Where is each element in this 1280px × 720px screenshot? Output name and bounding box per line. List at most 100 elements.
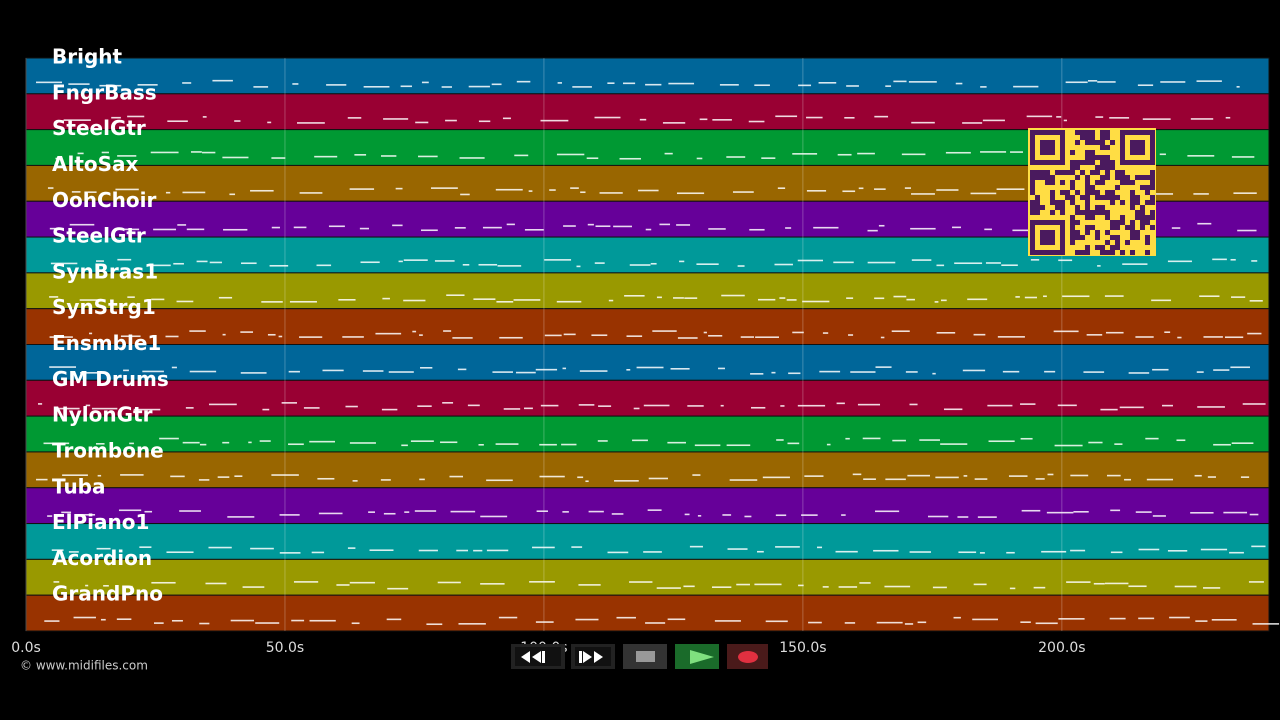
note — [1162, 404, 1173, 407]
note — [619, 157, 641, 160]
note — [359, 227, 369, 230]
note — [395, 187, 403, 190]
note — [677, 337, 698, 339]
play-button[interactable] — [675, 644, 719, 669]
stop-button[interactable] — [623, 644, 667, 669]
note — [748, 120, 765, 123]
note — [540, 119, 569, 122]
note — [591, 334, 608, 337]
qr-module — [1110, 165, 1115, 170]
qr-module — [1115, 235, 1120, 240]
qr-code — [1028, 128, 1156, 256]
qr-module — [1050, 200, 1055, 205]
note — [754, 84, 770, 87]
note — [478, 263, 498, 266]
note — [607, 82, 615, 84]
note — [77, 513, 96, 516]
note — [59, 407, 80, 410]
note — [124, 585, 133, 588]
note — [165, 335, 179, 338]
note — [189, 370, 217, 373]
qr-module — [1035, 200, 1040, 205]
record-button[interactable] — [727, 644, 768, 669]
qr-module — [1135, 145, 1140, 150]
track-band — [25, 523, 1270, 560]
note — [639, 118, 647, 121]
note — [1119, 406, 1144, 409]
note — [421, 81, 429, 84]
note — [1035, 478, 1045, 480]
qr-module — [1040, 140, 1045, 145]
qr-module — [1035, 210, 1040, 215]
qr-module — [1135, 195, 1140, 200]
note — [91, 407, 118, 410]
qr-module — [1095, 195, 1100, 200]
qr-module — [1055, 200, 1060, 205]
note — [442, 402, 454, 404]
note — [480, 515, 508, 518]
note — [684, 513, 690, 516]
note — [980, 151, 1007, 153]
qr-module — [1150, 155, 1155, 160]
note — [792, 153, 818, 155]
note — [133, 408, 161, 411]
note — [838, 586, 858, 588]
qr-module — [1060, 210, 1065, 215]
qr-module — [1100, 160, 1105, 165]
qr-module — [1150, 135, 1155, 140]
note — [1137, 84, 1154, 87]
note — [497, 265, 522, 267]
note — [904, 187, 911, 189]
qr-module — [1045, 145, 1050, 150]
note — [240, 331, 254, 333]
note — [1104, 582, 1129, 585]
note — [643, 404, 670, 407]
note — [529, 581, 555, 583]
note — [1171, 227, 1181, 229]
qr-module — [1140, 185, 1145, 190]
note — [905, 371, 918, 373]
note — [718, 367, 725, 370]
note — [328, 225, 345, 228]
note — [863, 478, 876, 480]
note — [667, 441, 686, 444]
note — [1057, 404, 1077, 407]
note — [557, 82, 562, 84]
note — [570, 187, 579, 189]
forward-button[interactable] — [571, 644, 615, 669]
note — [626, 335, 643, 337]
note — [316, 264, 332, 267]
note — [1159, 153, 1166, 156]
qr-module — [1030, 175, 1035, 180]
track-band — [25, 272, 1270, 310]
note — [208, 403, 237, 406]
note — [1070, 474, 1089, 477]
note — [299, 336, 323, 338]
note — [190, 151, 202, 153]
qr-module — [1075, 220, 1080, 225]
qr-module — [1040, 170, 1045, 175]
note — [449, 475, 464, 478]
note — [572, 86, 592, 88]
note — [53, 581, 60, 583]
note — [458, 623, 486, 625]
qr-module — [1100, 135, 1105, 140]
note — [1020, 621, 1031, 623]
qr-module — [1100, 245, 1105, 250]
rewind-button[interactable] — [511, 644, 565, 669]
note — [857, 152, 875, 155]
note — [120, 474, 144, 476]
qr-module — [1085, 185, 1090, 190]
qr-module — [1090, 140, 1095, 145]
qr-module — [1085, 200, 1090, 205]
qr-module — [1145, 220, 1150, 225]
note — [712, 119, 732, 121]
note — [419, 478, 425, 481]
note — [208, 546, 232, 549]
note — [351, 622, 360, 625]
note — [1174, 585, 1197, 588]
qr-module — [1105, 135, 1110, 140]
note — [893, 295, 907, 298]
note — [62, 474, 88, 476]
note — [450, 510, 476, 513]
